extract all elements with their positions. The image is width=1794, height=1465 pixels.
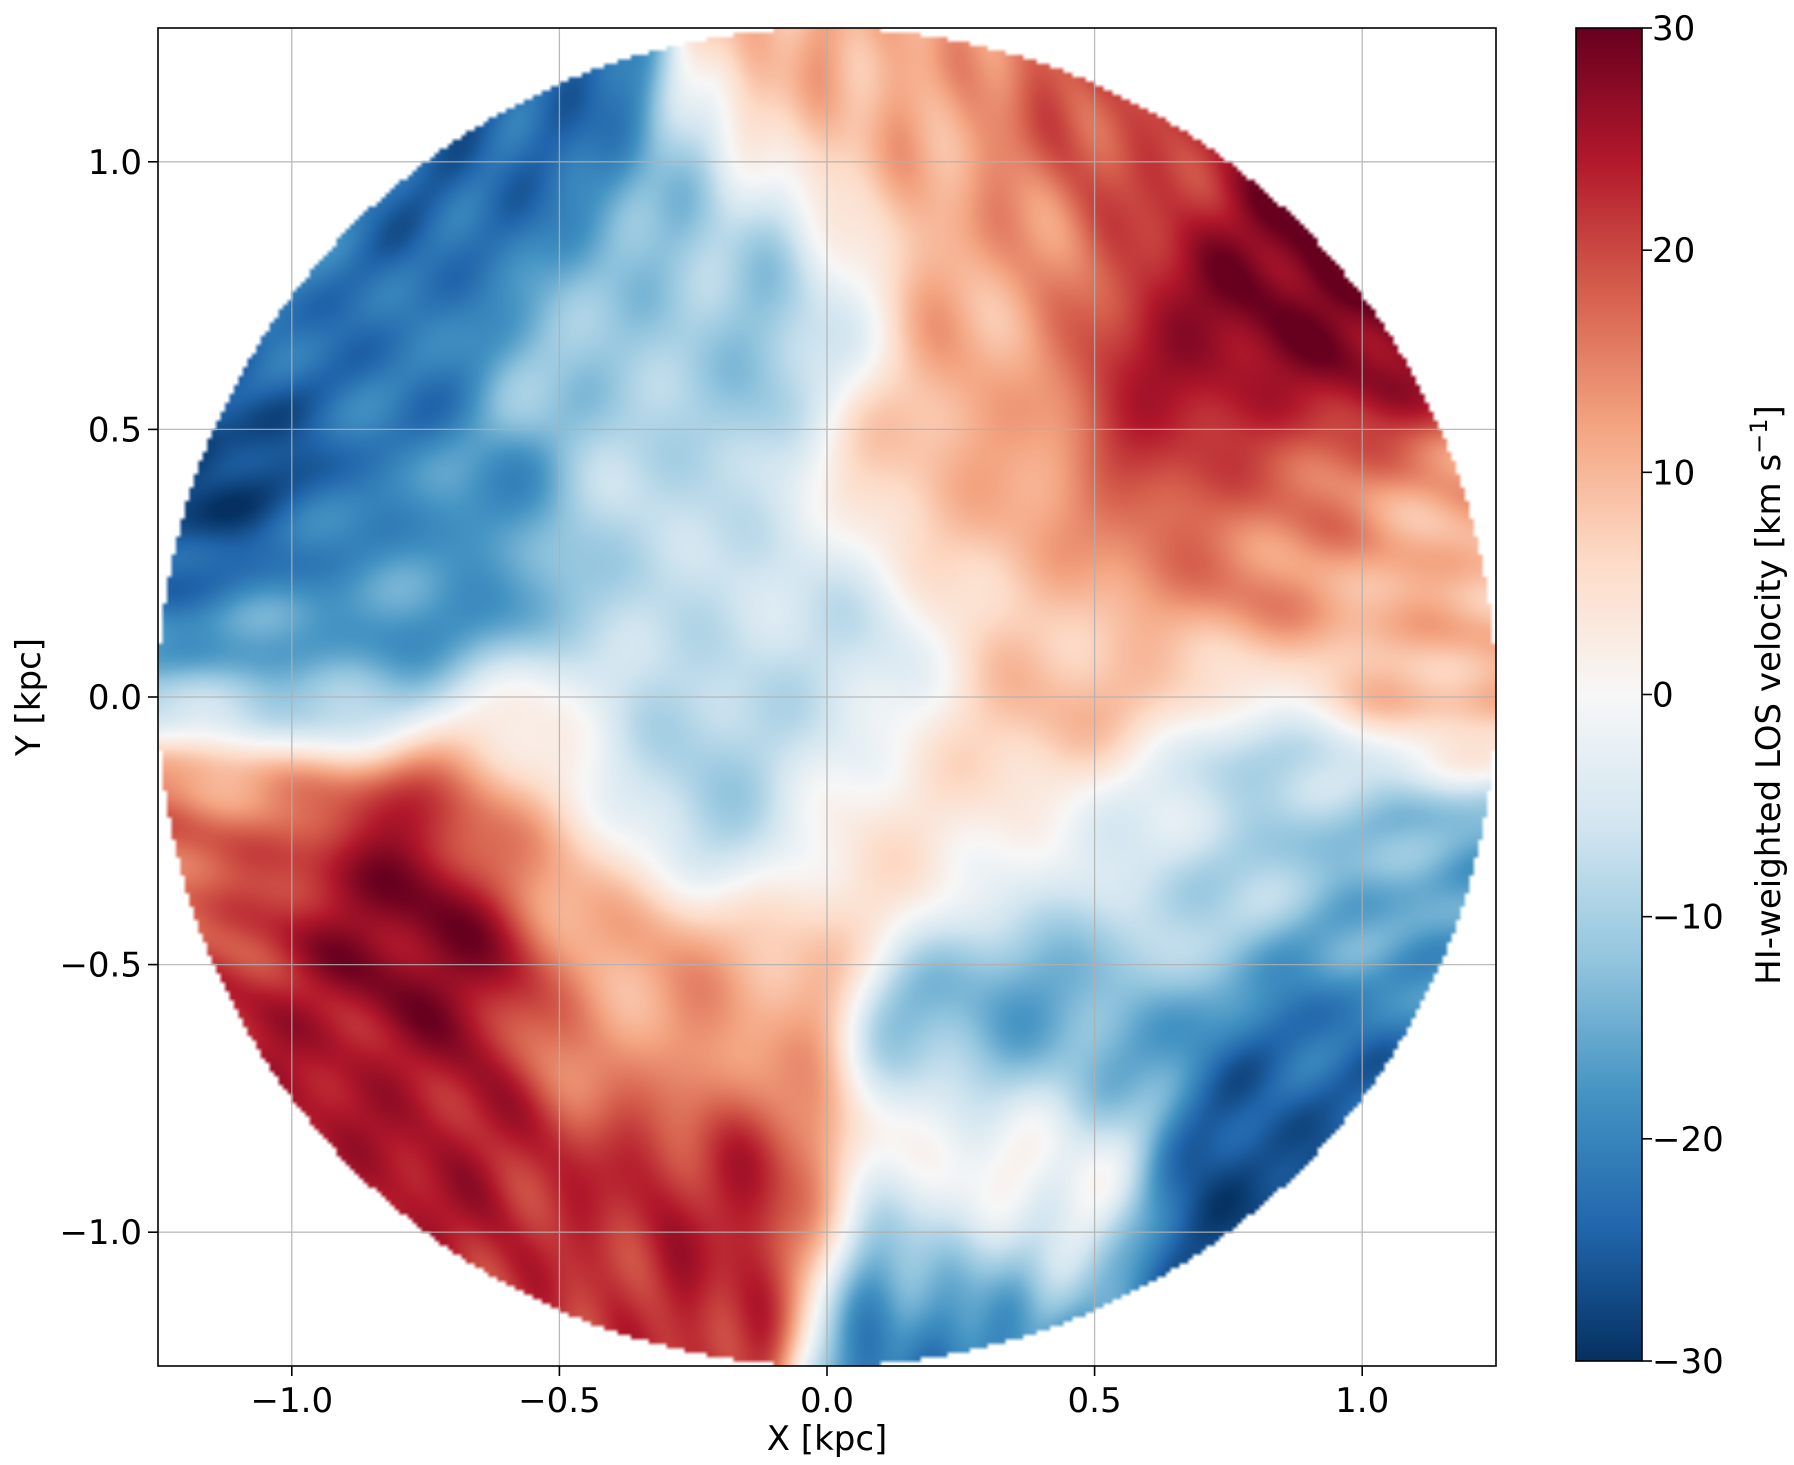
- colorbar: 30 20 10 0 −10 −20 −30 HI-weighted LOS velocit…: [1575, 9, 1789, 1382]
- x-tick-label: 1.0: [1335, 1381, 1389, 1421]
- x-tick-label: 0.5: [1068, 1381, 1122, 1421]
- y-tick-label: 0.5: [88, 410, 142, 450]
- y-axis-ticks: 1.0 0.5 0.0 −0.5 −1.0: [59, 143, 158, 1253]
- colorbar-label-main: HI-weighted LOS velocity [km s: [1749, 454, 1789, 985]
- colorbar-tick-label: −30: [1652, 1342, 1724, 1382]
- x-tick-label: −1.0: [251, 1381, 334, 1421]
- colorbar-tick-label: 10: [1652, 453, 1695, 493]
- colorbar-tick-label: −20: [1652, 1120, 1724, 1160]
- x-tick-label: −0.5: [518, 1381, 601, 1421]
- y-tick-label: −0.5: [59, 946, 142, 986]
- colorbar-ticks: 30 20 10 0 −10 −20 −30: [1642, 9, 1724, 1382]
- colorbar-tick-label: −10: [1652, 898, 1724, 938]
- y-axis-label: Y [kpc]: [9, 638, 49, 757]
- grid: [158, 28, 1496, 1366]
- x-axis-ticks: −1.0 −0.5 0.0 0.5 1.0: [251, 1366, 1389, 1421]
- x-tick-label: 0.0: [800, 1381, 854, 1421]
- y-tick-label: 1.0: [88, 143, 142, 183]
- colorbar-fill: [1576, 28, 1642, 1361]
- y-tick-label: −1.0: [59, 1213, 142, 1253]
- colorbar-label: HI-weighted LOS velocity [km s−1]: [1745, 405, 1789, 985]
- colorbar-label-end: ]: [1749, 405, 1789, 418]
- colorbar-tick-label: 30: [1652, 9, 1695, 49]
- colorbar-tick-label: 20: [1652, 231, 1695, 271]
- colorbar-tick-label: 0: [1652, 676, 1674, 716]
- y-tick-label: 0.0: [88, 678, 142, 718]
- colorbar-label-exponent: −1: [1745, 418, 1773, 453]
- x-axis-label: X [kpc]: [767, 1419, 888, 1459]
